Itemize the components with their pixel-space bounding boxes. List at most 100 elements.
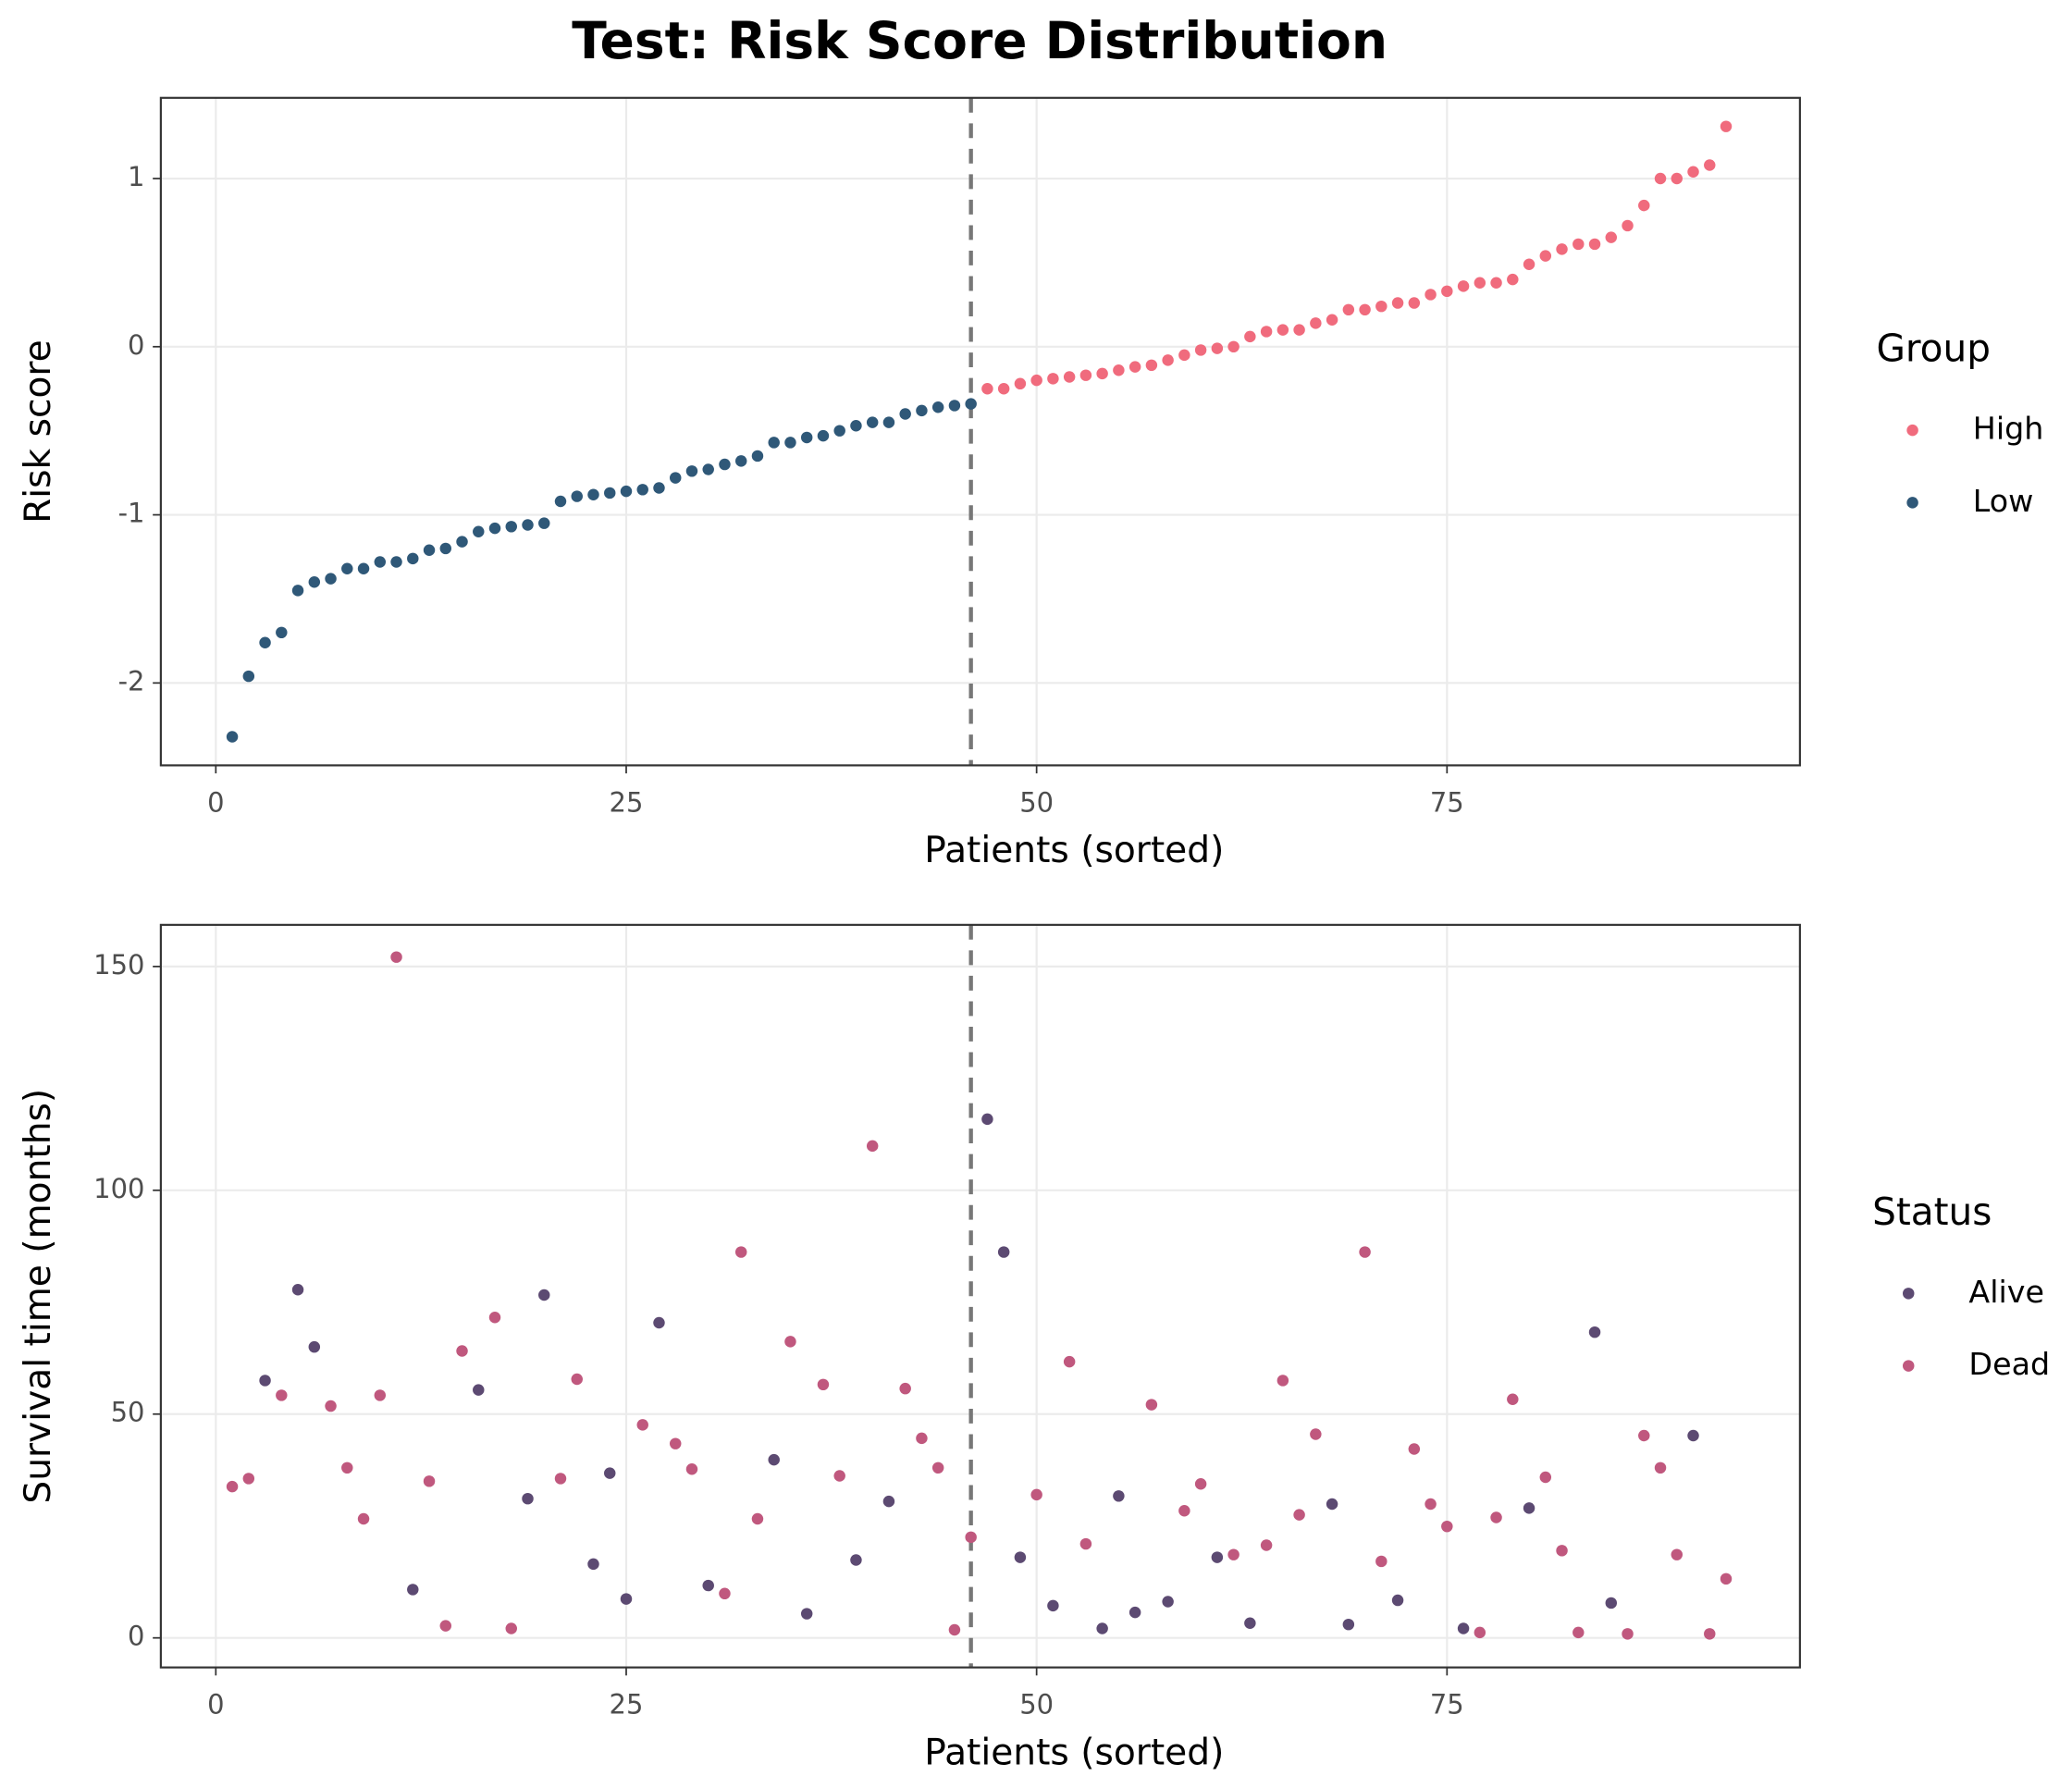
y-tick-label: 50 [111,1397,145,1428]
x-axis-title: Patients (sorted) [924,1732,1224,1773]
point [456,536,468,548]
point [1145,1399,1158,1411]
point [768,1453,780,1466]
point [374,556,387,568]
point [1457,280,1470,292]
point [965,398,977,410]
point [1638,199,1650,212]
point [702,463,714,475]
point [1162,1596,1174,1608]
point [1474,277,1486,289]
point [325,1400,337,1412]
point [423,544,436,556]
point [850,1554,862,1566]
point [242,670,255,683]
point [1605,231,1618,243]
point [1211,1551,1224,1563]
point [1572,1626,1585,1639]
point [784,437,796,449]
point [1079,369,1092,381]
point [308,1340,321,1353]
point [1014,1551,1027,1563]
point [784,1336,796,1348]
legend-label: Alive [1968,1274,2044,1310]
point [1671,1548,1684,1560]
point [1178,349,1190,362]
x-tick-label: 25 [610,786,644,818]
point [325,573,337,585]
point [1096,1622,1108,1634]
point [734,455,747,467]
point [1687,1429,1699,1442]
plot-border [159,923,1801,1669]
point [1030,374,1042,387]
legend-label: Dead [1968,1346,2050,1382]
point [916,1432,928,1445]
point [1622,1628,1634,1640]
point [390,556,402,568]
point [1145,359,1158,372]
point [1375,1555,1388,1568]
legend-title: Group [1876,327,1990,371]
point [899,1382,911,1395]
point [1244,330,1256,343]
point [1687,166,1699,178]
point [1539,250,1552,262]
plot-border [159,96,1801,767]
point [226,731,239,743]
point [916,404,928,417]
point [1276,324,1289,336]
point [1704,1628,1716,1640]
point [833,1470,845,1482]
point [604,1467,616,1479]
point [226,1480,239,1493]
point [882,1495,895,1508]
point [1457,1622,1470,1634]
point [587,488,599,500]
point [1113,1490,1125,1502]
point [1556,243,1568,255]
point [407,552,419,565]
point [1293,1509,1305,1521]
point [866,416,879,428]
point [1654,172,1667,185]
point [407,1584,419,1596]
point [1342,303,1355,316]
point [242,1473,255,1485]
point [751,450,764,462]
point [357,562,370,574]
point [1523,1502,1536,1514]
y-tick-label: -1 [118,498,145,529]
point [1194,344,1207,356]
point [1638,1429,1650,1442]
legend-label: Low [1973,483,2034,519]
point [439,1620,452,1632]
point [1704,159,1716,171]
point [439,542,452,555]
point [1128,361,1141,373]
point [636,1419,648,1431]
point [1096,367,1108,380]
point [734,1246,747,1258]
point [981,383,993,395]
legend-label: High [1973,411,2044,447]
x-tick-label: 25 [610,1689,644,1720]
point [1605,1597,1618,1610]
point [931,1462,944,1474]
point [1408,1443,1421,1455]
point [620,1593,633,1605]
point [522,519,534,531]
point [1014,377,1027,390]
x-tick-label: 75 [1430,1689,1464,1720]
y-axis-title: Risk score [18,339,59,524]
point [833,425,845,437]
point [554,1473,567,1485]
point [948,1623,961,1636]
point [997,383,1010,395]
point [1720,120,1733,132]
point [571,490,583,502]
point [1424,289,1437,301]
point [1474,1626,1486,1639]
point [1047,373,1059,385]
